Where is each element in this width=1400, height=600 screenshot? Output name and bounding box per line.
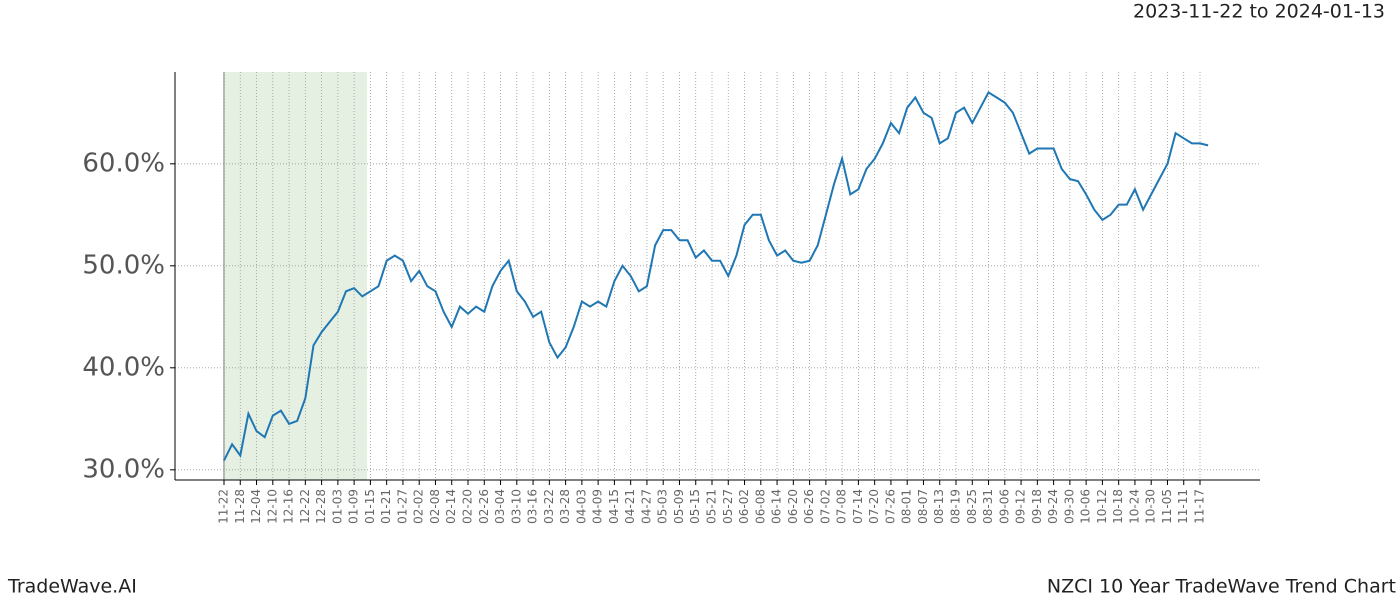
x-tick-label: 08-31 xyxy=(981,489,995,524)
x-tick-label: 03-04 xyxy=(493,489,507,524)
x-tick-label: 04-03 xyxy=(574,489,588,524)
y-tick-label: 30.0% xyxy=(82,454,165,484)
x-tick-label: 12-22 xyxy=(298,489,312,524)
x-tick-label: 04-15 xyxy=(607,489,621,524)
x-tick-label: 12-04 xyxy=(249,489,263,524)
x-tick-label: 02-14 xyxy=(444,489,458,524)
x-tick-label: 09-06 xyxy=(997,489,1011,524)
y-tick-label: 50.0% xyxy=(82,250,165,280)
x-tick-label: 01-27 xyxy=(395,489,409,524)
x-tick-label: 01-09 xyxy=(347,489,361,524)
x-tick-label: 03-22 xyxy=(542,489,556,524)
x-tick-label: 09-24 xyxy=(1046,489,1060,524)
x-tick-label: 06-14 xyxy=(770,489,784,524)
x-tick-label: 04-09 xyxy=(591,489,605,524)
x-tick-label: 05-27 xyxy=(721,489,735,524)
x-tick-label: 10-12 xyxy=(1095,489,1109,524)
x-tick-label: 08-19 xyxy=(949,489,963,524)
x-tick-label: 07-20 xyxy=(867,489,881,524)
x-tick-label: 06-20 xyxy=(786,489,800,524)
x-tick-label: 12-28 xyxy=(314,489,328,524)
x-tick-label: 10-30 xyxy=(1144,489,1158,524)
x-tick-label: 08-01 xyxy=(900,489,914,524)
x-tick-label: 07-02 xyxy=(818,489,832,524)
x-tick-label: 11-11 xyxy=(1176,489,1190,524)
x-tick-label: 12-10 xyxy=(265,489,279,524)
x-tick-label: 08-13 xyxy=(932,489,946,524)
x-tick-label: 01-03 xyxy=(330,489,344,524)
x-tick-label: 02-02 xyxy=(412,489,426,524)
x-tick-label: 05-03 xyxy=(656,489,670,524)
x-tick-label: 10-24 xyxy=(1127,489,1141,524)
x-tick-label: 05-15 xyxy=(688,489,702,524)
x-tick-label: 11-17 xyxy=(1193,489,1207,524)
x-tick-label: 05-21 xyxy=(705,489,719,524)
x-tick-label: 10-06 xyxy=(1079,489,1093,524)
x-tick-label: 11-22 xyxy=(217,489,231,524)
y-tick-label: 40.0% xyxy=(82,352,165,382)
x-tick-label: 06-08 xyxy=(753,489,767,524)
x-tick-label: 04-27 xyxy=(639,489,653,524)
x-tick-label: 11-05 xyxy=(1160,489,1174,524)
x-tick-label: 06-26 xyxy=(802,489,816,524)
x-tick-label: 04-21 xyxy=(623,489,637,524)
x-tick-label: 03-10 xyxy=(509,489,523,524)
x-tick-label: 01-15 xyxy=(363,489,377,524)
x-tick-label: 07-26 xyxy=(883,489,897,524)
watermark: TradeWave.AI xyxy=(7,576,137,598)
x-tick-label: 02-26 xyxy=(477,489,491,524)
data-line xyxy=(223,90,1209,462)
x-tick-label: 03-28 xyxy=(558,489,572,524)
highlight-region xyxy=(224,72,367,480)
x-tick-label: 08-25 xyxy=(965,489,979,524)
x-tick-label: 07-08 xyxy=(835,489,849,524)
y-tick-label: 60.0% xyxy=(82,148,165,178)
x-tick-label: 05-09 xyxy=(672,489,686,524)
x-tick-label: 11-28 xyxy=(233,489,247,524)
x-tick-label: 07-14 xyxy=(851,489,865,524)
x-tick-label: 02-08 xyxy=(428,489,442,524)
x-tick-label: 10-18 xyxy=(1111,489,1125,524)
x-tick-label: 12-16 xyxy=(282,489,296,524)
x-tick-label: 01-21 xyxy=(379,489,393,524)
x-tick-label: 09-30 xyxy=(1062,489,1076,524)
chart-title: NZCI 10 Year TradeWave Trend Chart xyxy=(1047,576,1396,598)
x-tick-label: 09-18 xyxy=(1030,489,1044,524)
x-tick-label: 09-12 xyxy=(1014,489,1028,524)
x-tick-label: 03-16 xyxy=(526,489,540,524)
x-tick-label: 06-02 xyxy=(737,489,751,524)
chart-subtitle: 2023-11-22 to 2024-01-13 xyxy=(1133,1,1385,23)
x-tick-label: 08-07 xyxy=(916,489,930,524)
x-tick-label: 02-20 xyxy=(461,489,475,524)
